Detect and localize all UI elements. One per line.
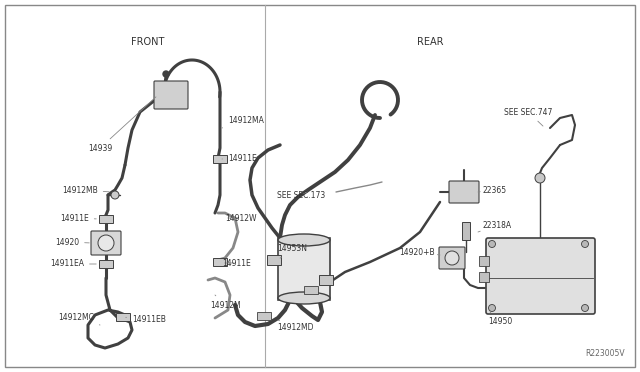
Circle shape — [582, 241, 589, 247]
Circle shape — [98, 235, 114, 251]
Circle shape — [163, 71, 169, 77]
Ellipse shape — [278, 292, 330, 304]
Text: 22318A: 22318A — [478, 221, 512, 232]
FancyBboxPatch shape — [449, 181, 479, 203]
Bar — [213, 258, 227, 266]
Text: REAR: REAR — [417, 37, 444, 47]
FancyBboxPatch shape — [154, 81, 188, 109]
Text: 14912MA: 14912MA — [222, 115, 264, 128]
Circle shape — [488, 241, 495, 247]
Text: SEE SEC.747: SEE SEC.747 — [504, 108, 552, 126]
Text: 14953N: 14953N — [277, 244, 307, 258]
Circle shape — [445, 251, 459, 265]
Text: 14912MB: 14912MB — [62, 186, 109, 195]
Text: 14920+B: 14920+B — [399, 247, 440, 257]
Text: FRONT: FRONT — [131, 37, 164, 47]
Bar — [319, 275, 333, 285]
FancyBboxPatch shape — [486, 238, 595, 314]
Bar — [99, 215, 113, 223]
Text: 14939: 14939 — [88, 97, 156, 153]
Text: SEE SEC.173: SEE SEC.173 — [277, 190, 325, 199]
Bar — [462, 222, 470, 240]
Text: 14911EB: 14911EB — [126, 315, 166, 324]
Text: 14911E: 14911E — [222, 154, 257, 163]
Bar — [257, 312, 271, 320]
Bar — [116, 313, 130, 321]
Text: 14912W: 14912W — [225, 214, 257, 222]
Bar — [99, 260, 113, 268]
Text: 14912MD: 14912MD — [277, 320, 314, 333]
Ellipse shape — [278, 234, 330, 246]
Bar — [304, 286, 318, 294]
Text: 22365: 22365 — [478, 186, 507, 195]
Circle shape — [111, 191, 119, 199]
Text: 14912M: 14912M — [210, 295, 241, 310]
FancyBboxPatch shape — [439, 247, 465, 269]
Bar — [278, 238, 330, 300]
Bar — [213, 155, 227, 163]
FancyBboxPatch shape — [91, 231, 121, 255]
Bar — [479, 256, 489, 266]
Text: 14911E: 14911E — [60, 214, 96, 222]
Text: R223005V: R223005V — [586, 349, 625, 358]
Circle shape — [488, 305, 495, 311]
Text: 14950: 14950 — [488, 312, 512, 327]
Text: 14911EA: 14911EA — [50, 260, 96, 269]
Circle shape — [582, 305, 589, 311]
Text: 14911E: 14911E — [222, 259, 251, 267]
Text: 14920: 14920 — [55, 237, 89, 247]
Bar — [479, 272, 489, 282]
Circle shape — [535, 173, 545, 183]
Text: 14912MC: 14912MC — [58, 314, 100, 325]
Bar — [267, 255, 281, 265]
